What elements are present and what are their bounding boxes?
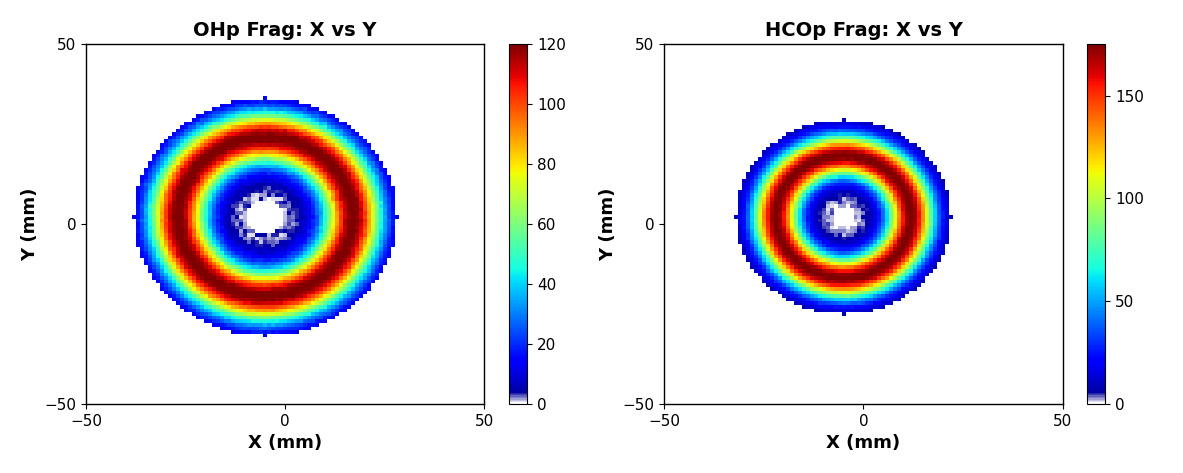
X-axis label: X (mm): X (mm) <box>827 434 900 452</box>
Y-axis label: Y (mm): Y (mm) <box>599 187 618 261</box>
Title: OHp Frag: X vs Y: OHp Frag: X vs Y <box>194 21 377 40</box>
Y-axis label: Y (mm): Y (mm) <box>21 187 39 261</box>
X-axis label: X (mm): X (mm) <box>248 434 322 452</box>
Title: HCOp Frag: X vs Y: HCOp Frag: X vs Y <box>764 21 963 40</box>
